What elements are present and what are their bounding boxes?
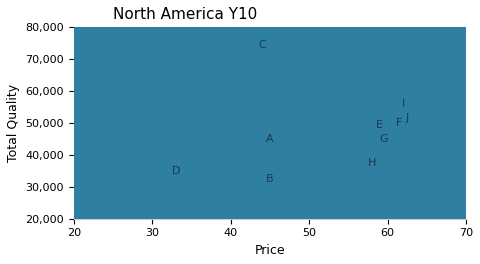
Point — [403, 116, 411, 120]
Point — [380, 137, 387, 141]
Text: A: A — [266, 134, 274, 144]
Point — [258, 43, 266, 47]
Text: North America Y10: North America Y10 — [113, 7, 257, 22]
Point — [266, 177, 274, 181]
Text: H: H — [368, 158, 376, 168]
Point — [376, 122, 384, 127]
Point — [172, 169, 180, 173]
Text: F: F — [396, 118, 403, 128]
Text: D: D — [171, 166, 180, 176]
Text: C: C — [258, 40, 266, 50]
Y-axis label: Total Quality: Total Quality — [7, 84, 20, 162]
Text: J: J — [406, 113, 409, 123]
Text: I: I — [402, 99, 405, 109]
X-axis label: Price: Price — [254, 244, 285, 257]
Point — [368, 161, 376, 165]
Text: G: G — [379, 134, 388, 144]
Point — [399, 102, 407, 106]
Point — [396, 121, 403, 125]
Point — [266, 137, 274, 141]
Text: E: E — [376, 120, 383, 130]
Text: B: B — [266, 174, 274, 184]
